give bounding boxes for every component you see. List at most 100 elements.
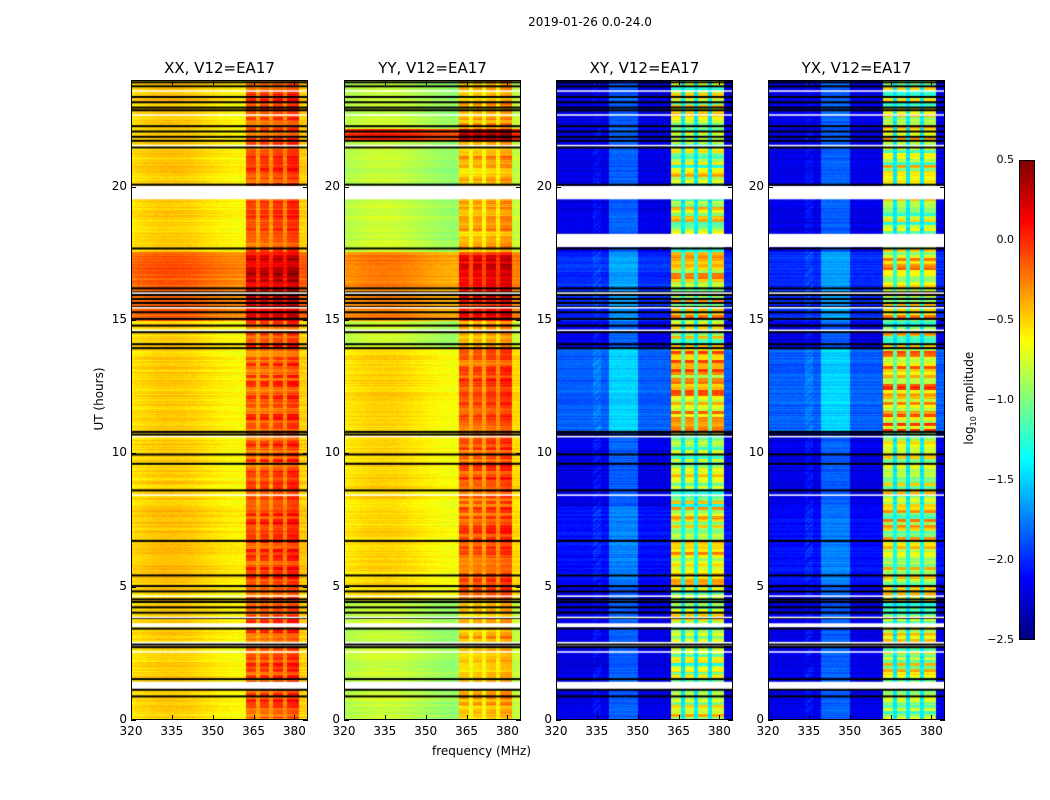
x-tick-mark [425,715,427,720]
y-tick-mark [728,453,733,455]
x-tick-mark [596,715,598,720]
x-tick-mark [212,715,214,720]
y-tick-mark [768,586,773,588]
colorbar-tick-label: −0.5 [987,313,1014,326]
x-tick-mark [425,80,427,85]
x-axis-label: frequency (MHz) [432,744,532,758]
x-tick-mark [931,80,933,85]
y-tick-label: 10 [748,445,764,460]
y-tick-mark [516,320,521,321]
y-tick-mark [556,720,561,721]
y-tick-mark [516,720,521,721]
x-tick-mark [808,80,810,85]
x-tick-mark [466,80,468,85]
x-tick-label: 320 [119,724,143,738]
y-tick-label: 15 [111,312,127,326]
x-tick-mark [507,80,509,85]
y-tick-mark [131,453,136,455]
x-tick-label: 350 [414,724,438,738]
y-tick-mark [556,320,561,321]
x-tick-mark [253,80,255,85]
y-tick-mark [344,453,349,455]
panel-title: XY, V12=EA17 [589,59,700,77]
colorbar-label-main: log [961,426,976,445]
y-tick-label: 5 [756,578,764,593]
panel-title: YY, V12=EA17 [378,59,487,77]
x-tick-mark [637,80,639,85]
y-tick-mark [131,586,136,588]
panel-title: YX, V12=EA17 [801,59,912,77]
y-tick-label: 5 [119,578,127,593]
y-tick-mark [940,186,945,188]
heatmap-panel [344,80,521,720]
heatmap-panel [556,80,733,720]
x-tick-mark [131,80,132,85]
y-tick-mark [344,320,349,321]
x-tick-label: 365 [879,724,902,738]
y-tick-mark [556,453,561,455]
x-tick-mark [890,80,892,85]
x-tick-label: 365 [667,724,690,738]
y-tick-mark [303,186,308,188]
x-tick-label: 335 [160,724,184,738]
x-tick-mark [678,715,680,720]
figure-title: 2019-01-26 0.0-24.0 [528,15,652,29]
x-tick-mark [384,80,386,85]
y-tick-mark [131,186,136,188]
x-tick-mark [171,80,173,85]
y-tick-mark [131,320,136,321]
y-tick-mark [344,186,349,188]
y-tick-mark [303,586,308,588]
x-tick-mark [253,715,255,720]
y-tick-mark [940,453,945,455]
y-tick-label: 20 [748,178,764,193]
x-tick-mark [384,715,386,720]
y-tick-mark [728,320,733,321]
y-tick-mark [344,586,349,588]
x-tick-mark [344,80,345,85]
y-tick-mark [303,453,308,455]
panel-title: XX, V12=EA17 [164,59,275,77]
x-tick-mark [171,715,173,720]
x-tick-label: 350 [626,724,650,738]
y-tick-label: 0 [756,712,764,726]
y-tick-mark [516,453,521,455]
x-tick-label: 380 [495,724,519,738]
y-tick-mark [344,720,349,721]
heatmap-image [345,81,520,719]
y-tick-mark [303,320,308,321]
colorbar-tick-label: −2.0 [987,553,1014,566]
heatmap-image [132,81,307,719]
y-tick-label: 10 [536,445,552,460]
heatmap-panel [131,80,308,720]
colorbar-tick-label: 0.5 [996,153,1015,166]
y-tick-label: 20 [536,178,552,193]
x-tick-label: 320 [756,724,780,738]
x-tick-mark [131,715,132,720]
y-tick-mark [516,186,521,188]
x-tick-mark [294,80,296,85]
x-tick-mark [507,715,509,720]
x-tick-label: 335 [797,724,821,738]
x-tick-label: 320 [544,724,568,738]
x-tick-mark [556,80,557,85]
x-tick-mark [768,715,769,720]
x-tick-label: 380 [707,724,731,738]
y-tick-mark [768,453,773,455]
x-tick-mark [466,715,468,720]
x-tick-mark [849,80,851,85]
y-tick-label: 10 [324,445,340,460]
y-tick-label: 20 [111,178,127,193]
y-tick-mark [728,586,733,588]
x-tick-mark [768,80,769,85]
x-tick-mark [719,715,721,720]
x-tick-mark [556,715,557,720]
x-tick-mark [212,80,214,85]
y-tick-mark [303,720,308,721]
x-tick-label: 335 [585,724,609,738]
x-tick-mark [890,715,892,720]
y-tick-label: 15 [748,312,764,326]
y-tick-label: 15 [536,312,552,326]
colorbar-label-rest: amplitude [961,351,976,417]
